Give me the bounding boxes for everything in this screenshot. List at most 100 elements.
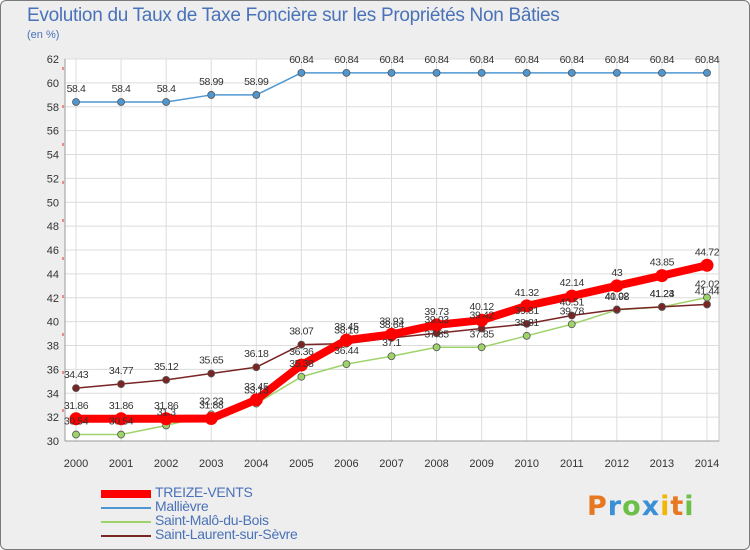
y-tick-label: 54 [47,150,59,162]
chart-title: Evolution du Taux de Taxe Foncière sur l… [27,5,560,26]
data-label-treize-vents: 42.14 [560,277,585,289]
data-label-malli-vre: 60.84 [470,54,495,66]
legend-label: Saint-Malô-du-Bois [155,512,269,528]
legend-swatch [101,521,151,523]
data-label-treize-vents: 40.12 [470,301,495,313]
data-point-malli-vre [612,68,621,77]
data-label-malli-vre: 60.84 [650,54,675,66]
data-label-saint-mal-du-bois: 35.38 [289,358,314,370]
data-label-saint-laurent-sur-s-vre: 34.43 [64,369,89,381]
logo-letter: P [587,491,608,522]
y-tick-label: 30 [47,436,59,448]
data-point-saint-mal-du-bois [342,360,351,369]
x-tick-label: 2005 [289,458,313,470]
data-point-saint-laurent-sur-s-vre [703,300,711,309]
data-label-saint-mal-du-bois: 37.85 [470,328,495,340]
x-tick-label: 2008 [424,458,448,470]
x-tick-label: 2011 [560,458,584,470]
x-tick-label: 2006 [334,458,358,470]
data-label-saint-laurent-sur-s-vre: 41.02 [605,290,630,302]
data-point-saint-mal-du-bois [477,343,486,352]
x-tick-label: 2001 [109,458,133,470]
x-tick-label: 2010 [514,458,538,470]
data-point-treize-vents [430,318,444,332]
logo-letter: o [622,491,642,522]
data-label-saint-mal-du-bois: 32.23 [199,395,224,407]
data-point-malli-vre [703,68,711,77]
y-tick-label: 40 [47,317,59,329]
y-tick-label: 34 [47,388,59,400]
data-label-saint-laurent-sur-s-vre: 34.77 [109,365,134,377]
data-label-saint-mal-du-bois: 41.23 [650,288,675,300]
data-label-treize-vents: 44.72 [695,246,720,258]
data-point-malli-vre [207,91,216,99]
data-label-saint-mal-du-bois: 38.81 [515,317,540,329]
data-point-malli-vre [477,68,486,77]
data-point-malli-vre [522,68,531,77]
data-point-saint-mal-du-bois [567,320,576,329]
x-tick-label: 2012 [605,458,629,470]
data-label-saint-laurent-sur-s-vre: 35.12 [154,361,179,373]
data-label-saint-mal-du-bois: 33.13 [244,385,269,397]
data-point-malli-vre [252,91,261,99]
data-label-malli-vre: 58.99 [199,76,224,88]
data-label-malli-vre: 60.84 [379,54,404,66]
data-point-saint-laurent-sur-s-vre [207,369,216,378]
y-tick-label: 48 [47,221,59,233]
data-point-malli-vre [72,98,80,106]
data-label-treize-vents: 31.88 [199,400,224,412]
data-point-malli-vre [162,98,171,106]
data-point-saint-laurent-sur-s-vre [658,302,666,311]
y-tick-label: 38 [47,341,59,353]
data-point-saint-laurent-sur-s-vre [522,319,531,328]
legend-swatch [101,507,151,509]
y-tick-label: 60 [47,78,59,90]
data-point-treize-vents [339,333,353,347]
data-point-saint-laurent-sur-s-vre [252,363,261,372]
x-tick-label: 2000 [64,458,88,470]
legend-swatch [101,535,151,537]
data-point-malli-vre [387,68,396,77]
data-point-saint-laurent-sur-s-vre [162,375,171,384]
data-point-treize-vents [475,313,489,327]
data-label-saint-mal-du-bois: 40.98 [605,291,630,303]
data-point-malli-vre [567,68,576,77]
data-label-malli-vre: 60.84 [515,54,540,66]
data-point-saint-laurent-sur-s-vre [297,340,306,349]
data-point-malli-vre [297,68,306,77]
data-label-saint-laurent-sur-s-vre: 41.24 [650,288,675,300]
data-point-saint-laurent-sur-s-vre [117,380,125,388]
data-label-saint-mal-du-bois: 31.3 [157,406,176,418]
data-point-saint-laurent-sur-s-vre [567,311,576,320]
data-point-treize-vents [159,412,173,426]
data-label-saint-laurent-sur-s-vre: 38.07 [289,326,314,338]
legend-label: Mallièvre [155,498,209,514]
data-point-treize-vents [655,269,669,283]
data-label-treize-vents: 31.86 [109,400,134,412]
data-point-treize-vents [69,412,83,426]
data-label-saint-laurent-sur-s-vre: 38.16 [334,325,359,337]
data-point-malli-vre [117,98,125,106]
data-point-treize-vents [204,412,218,426]
proxiti-logo: Proxiti [587,491,695,522]
data-label-malli-vre: 60.84 [605,54,630,66]
data-label-treize-vents: 31.86 [154,400,179,412]
data-point-treize-vents [294,358,308,372]
y-tick-label: 44 [47,269,59,281]
logo-letter: i [660,491,671,522]
data-point-saint-mal-du-bois [297,372,306,381]
data-point-saint-mal-du-bois [387,352,396,361]
data-label-malli-vre: 58.99 [244,76,269,88]
data-label-saint-mal-du-bois: 30.54 [64,416,89,428]
data-label-malli-vre: 60.84 [695,54,720,66]
data-label-saint-laurent-sur-s-vre: 36.18 [244,348,269,360]
data-point-saint-mal-du-bois [117,430,125,439]
data-label-treize-vents: 43 [611,267,622,279]
data-label-saint-mal-du-bois: 42.02 [695,279,720,291]
data-label-treize-vents: 41.32 [515,287,540,299]
data-point-treize-vents [700,258,714,272]
x-tick-label: 2007 [379,458,403,470]
data-point-treize-vents [565,289,579,303]
data-point-saint-mal-du-bois [432,343,441,352]
